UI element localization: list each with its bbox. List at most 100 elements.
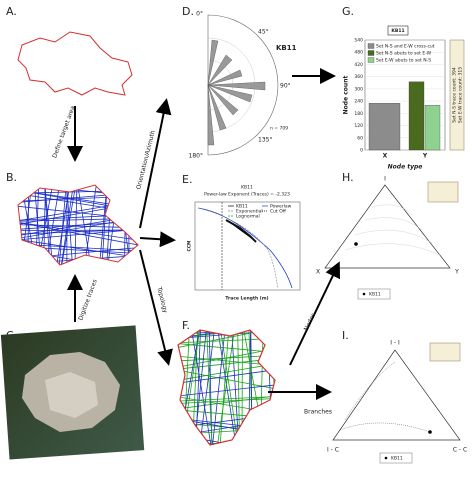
y-tick-label: 60 [357,135,363,141]
trace-network [12,166,151,271]
y-tick-label: 360 [354,74,363,80]
y-tick-label: 240 [354,99,363,105]
count-label: n = 709 [270,126,288,132]
vertex-label: I - C [327,447,339,454]
note-box [428,182,458,202]
angle-label: 0° [196,11,203,18]
bar-chart: KB11 Node count Node type Set N-S trace … [343,26,465,171]
legend-label: Set E-W abuts to set N-S [376,58,431,64]
trace [217,328,235,448]
panel-label: A. [6,5,17,18]
bar [409,82,424,150]
trace [175,443,277,447]
side-note: Set E-W trace count: 315 [458,67,464,123]
angle-label: 90° [280,83,291,90]
arrow-label: Define target area [51,105,77,159]
panel-label: E. [182,173,192,186]
y-axis-label: CCM [187,240,193,252]
trace [15,201,140,221]
legend-marker [385,457,388,460]
legend-label: Lognormal [236,214,260,220]
trace [15,166,140,190]
trace [175,443,277,444]
vertex-label: C - C [453,447,467,454]
ternary-point [428,430,432,434]
branch-network [175,324,293,452]
trace [136,183,151,268]
trace [15,177,140,184]
y-tick-label: 180 [354,111,363,117]
trace [271,328,286,448]
trace [15,193,140,213]
trace [136,183,138,268]
arrow [140,238,172,240]
panel-label: F. [182,319,190,332]
trace [276,328,284,448]
panel-label: H. [342,171,354,184]
trace [175,328,277,348]
trace [28,183,29,268]
y-axis-label: Node count [343,76,350,115]
angle-label: 45° [258,29,269,36]
chart-title: KB11 [391,28,404,34]
trace [175,327,277,328]
arrow-label: Topology [155,285,169,314]
y-tick-label: 480 [354,50,363,56]
panel-label: G. [342,5,354,18]
vertex-label: X [316,269,320,276]
y-tick-label: 300 [354,86,363,92]
trace [220,328,229,448]
bar [369,103,400,150]
angle-label: 135° [258,137,272,144]
target-outline [18,32,132,95]
panel-label: I. [342,329,349,342]
legend-swatch [368,58,374,63]
site-label: KB11 [276,44,297,52]
vertex-label: Y [454,269,459,276]
ternary-point [354,242,358,246]
chart-subtitle: Power-law Exponent (Traces) = -2.323 [204,192,290,198]
y-tick-label: 540 [354,38,363,44]
x-axis-label: Trace Length (m) [225,296,268,302]
legend-label: KB11 [391,456,403,462]
legend-label: Set N-S abuts to set E-W [376,51,432,57]
chart-title: KB11 [241,185,253,191]
trace [15,192,140,202]
y-tick-label: 0 [360,148,363,154]
x-tick-label: Y [422,153,428,160]
trace [178,328,200,448]
legend-label: Set N-S and E-W cross-cut [376,44,435,50]
legend-swatch [368,51,374,56]
trace [175,420,277,436]
trace [175,428,277,434]
arrow-label: Nodes [303,312,318,332]
arrow-label: Digitize traces [77,279,98,322]
trace [175,434,277,452]
vertex-label: I - I [390,340,400,347]
trace [194,328,206,448]
trace [212,328,225,448]
side-note: Set N-S trace count: 394 [452,67,458,123]
trace [12,183,18,268]
y-tick-label: 420 [354,62,363,68]
trace [128,183,129,268]
trace [15,247,140,259]
legend-label: Cut Off [270,209,287,215]
panel-label: B. [6,171,17,184]
vertex-label: I [384,176,386,183]
x-tick-label: X [383,153,388,160]
trace [15,168,140,190]
trace [175,329,277,334]
legend-label: KB11 [369,292,381,298]
rose-petals [208,40,265,145]
trace [15,203,140,225]
note-box [430,343,460,361]
trace [175,355,277,361]
panel-label: D. [182,5,194,18]
trace [218,328,237,448]
trace [276,328,293,448]
bar [425,105,440,150]
trace [260,328,263,448]
arrow-label: Branches [304,409,332,416]
